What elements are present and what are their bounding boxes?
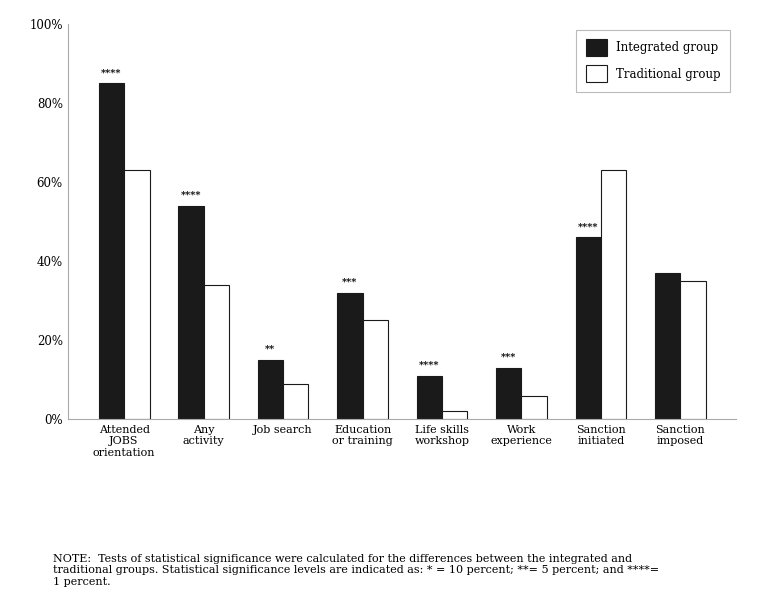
Bar: [496, 368, 521, 419]
Bar: [203, 285, 229, 419]
Bar: [178, 206, 203, 419]
Text: NOTE:  Tests of statistical significance were calculated for the differences bet: NOTE: Tests of statistical significance …: [53, 554, 660, 587]
Text: ***: ***: [342, 278, 357, 287]
Bar: [283, 384, 308, 419]
Bar: [442, 412, 468, 419]
Legend: Integrated group, Traditional group: Integrated group, Traditional group: [576, 30, 730, 92]
Text: **: **: [265, 345, 276, 354]
Bar: [417, 376, 442, 419]
Bar: [99, 83, 124, 419]
Bar: [521, 395, 547, 419]
Bar: [680, 281, 706, 419]
Bar: [601, 170, 626, 419]
Text: ****: ****: [578, 222, 599, 232]
Bar: [257, 360, 283, 419]
Bar: [655, 273, 680, 419]
Text: ***: ***: [501, 353, 516, 362]
Bar: [337, 293, 363, 419]
Text: ****: ****: [101, 68, 121, 77]
Text: ****: ****: [181, 191, 201, 200]
Bar: [575, 237, 601, 419]
Bar: [124, 170, 150, 419]
Bar: [363, 320, 388, 419]
Text: ****: ****: [419, 361, 439, 370]
